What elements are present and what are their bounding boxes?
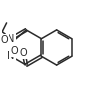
Text: O: O — [10, 46, 18, 56]
Text: O: O — [20, 48, 27, 58]
Text: N: N — [7, 34, 15, 44]
Text: O: O — [0, 35, 8, 45]
Text: N: N — [7, 51, 15, 61]
